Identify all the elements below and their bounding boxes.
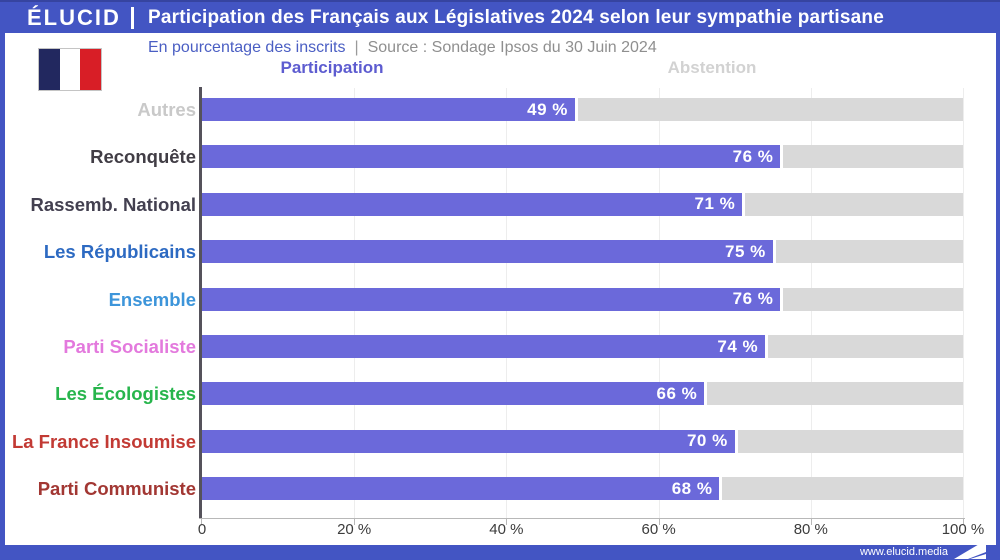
subtitle-separator: | <box>354 39 359 56</box>
gridline <box>963 88 964 518</box>
bar-row: 70 % <box>202 429 963 453</box>
bar-abstention <box>577 98 963 121</box>
page-title: Participation des Français aux Législati… <box>148 6 884 28</box>
axis-tick <box>658 519 660 525</box>
frame-border-right <box>996 33 1000 560</box>
x-tick-label: 0 <box>197 521 207 538</box>
category-label: Les Républicains <box>43 241 196 263</box>
bar-row: 75 % <box>202 240 963 264</box>
bar-row: 76 % <box>202 145 963 169</box>
bar-participation: 49 % <box>202 98 575 121</box>
y-axis-line <box>199 87 202 519</box>
bar-row: 49 % <box>202 98 963 121</box>
bar-abstention <box>745 192 963 216</box>
category-label: La France Insoumise <box>11 430 196 452</box>
axis-tick <box>354 519 356 525</box>
bar-row: 74 % <box>202 335 963 358</box>
x-tick-label: 80 % <box>793 521 828 538</box>
x-axis-line <box>199 518 965 519</box>
france-flag-icon <box>38 48 102 91</box>
axis-tick <box>506 519 508 525</box>
bar-abstention <box>707 382 963 406</box>
category-label: Reconquête <box>90 146 196 168</box>
bar-abstention <box>783 145 963 169</box>
header-separator <box>131 6 134 29</box>
bar-participation: 66 % <box>202 382 705 406</box>
x-tick-label: 100 % <box>941 521 985 538</box>
bar-value-label: 68 % <box>671 478 713 498</box>
subtitle-source: Source : Sondage Ipsos du 30 Juin 2024 <box>367 39 657 56</box>
footer-url[interactable]: www.elucid.media <box>859 546 948 558</box>
bar-value-label: 76 % <box>732 146 774 166</box>
bar-participation: 76 % <box>202 287 781 311</box>
bar-abstention <box>737 429 963 453</box>
bar-participation: 68 % <box>202 477 720 501</box>
bar-participation: 75 % <box>202 240 773 264</box>
frame-border-left <box>0 33 5 560</box>
column-header-abstention: Abstention <box>667 58 757 77</box>
axis-tick <box>201 519 202 525</box>
bar-abstention <box>783 287 963 311</box>
category-label: Parti Socialiste <box>63 336 196 357</box>
bar-row: 66 % <box>202 382 963 406</box>
bar-value-label: 70 % <box>686 431 728 451</box>
x-tick-label: 20 % <box>337 521 372 538</box>
flag-blue-stripe <box>39 49 60 90</box>
bar-value-label: 71 % <box>694 194 736 214</box>
bar-participation: 70 % <box>202 429 735 453</box>
axis-tick <box>963 519 964 525</box>
category-label: Ensemble <box>108 288 196 310</box>
bar-participation: 74 % <box>202 335 766 358</box>
category-label: Parti Communiste <box>37 478 196 500</box>
bar-abstention <box>768 335 963 358</box>
bar-value-label: 75 % <box>725 241 766 261</box>
bar-row: 76 % <box>202 287 963 311</box>
category-label: Les Écologistes <box>55 383 196 405</box>
elucid-logo: ÉLUCID <box>27 4 121 30</box>
bar-participation: 71 % <box>202 192 743 216</box>
bar-row: 71 % <box>202 192 963 216</box>
bar-participation: 76 % <box>202 145 781 169</box>
category-label: Autres <box>137 99 196 120</box>
bar-value-label: 74 % <box>717 336 759 356</box>
header-band: ÉLUCID Participation des Français aux Lé… <box>0 0 1000 33</box>
paper-plane-icon <box>954 540 986 559</box>
subtitle-metric: En pourcentage des inscrits <box>148 39 346 56</box>
bar-value-label: 76 % <box>732 289 774 309</box>
x-tick-label: 40 % <box>489 521 524 538</box>
plot-area: 49 % 76 % 71 % 75 % 76 % 74 % 66 % 70 % 68 % <box>199 87 965 525</box>
bar-abstention <box>775 240 963 264</box>
axis-tick <box>810 519 812 525</box>
chart-subtitle: En pourcentage des inscrits | Source : Son… <box>148 39 657 57</box>
column-header-participation: Participation <box>280 58 384 77</box>
bar-value-label: 49 % <box>527 99 568 119</box>
footer-bar: www.elucid.media <box>0 540 1000 560</box>
bar-row: 68 % <box>202 477 963 501</box>
bar-abstention <box>722 477 963 501</box>
flag-red-stripe <box>80 49 102 90</box>
bar-value-label: 66 % <box>656 383 698 403</box>
flag-white-stripe <box>59 49 81 90</box>
x-tick-label: 60 % <box>641 521 676 538</box>
category-label: Rassemb. National <box>30 193 196 215</box>
